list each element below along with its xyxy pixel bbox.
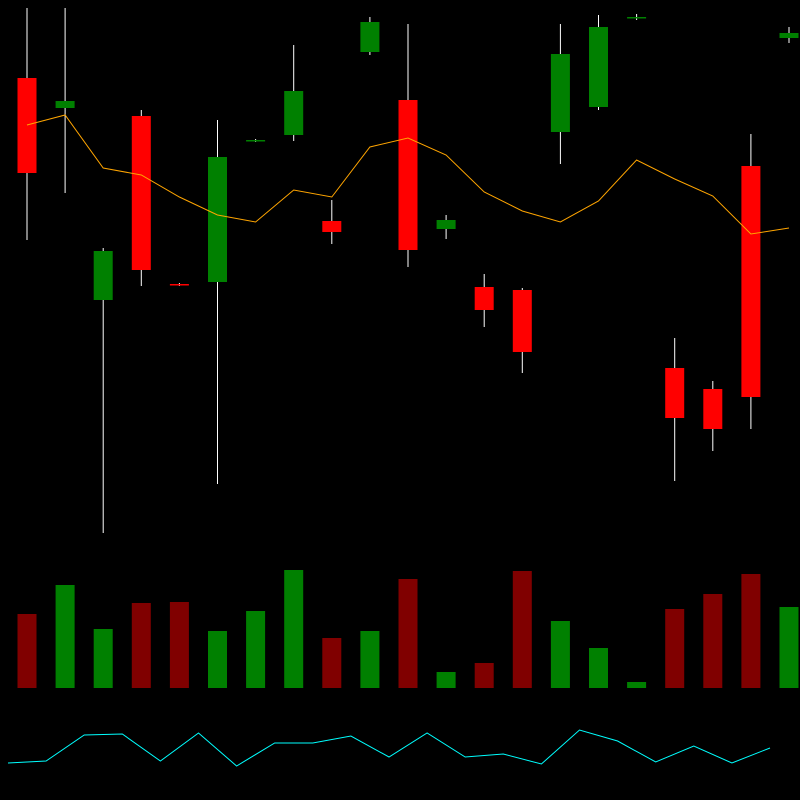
candle-body bbox=[627, 17, 647, 19]
volume-bar bbox=[512, 571, 532, 688]
volume-bar bbox=[589, 648, 608, 688]
candle-body bbox=[169, 284, 189, 286]
volume-bar bbox=[436, 672, 456, 688]
volume-bar bbox=[208, 631, 227, 688]
volume-bar bbox=[93, 629, 113, 688]
candle-body bbox=[284, 91, 304, 135]
volume-bar bbox=[322, 638, 342, 688]
price-panel bbox=[17, 8, 799, 533]
volume-panel bbox=[17, 570, 799, 688]
candle-body bbox=[741, 166, 761, 397]
volume-bar bbox=[17, 614, 37, 688]
candle-body bbox=[436, 220, 456, 229]
moving-average-line bbox=[26, 114, 790, 235]
candle-body bbox=[208, 157, 227, 282]
candle-body bbox=[512, 290, 532, 352]
candle-body bbox=[665, 368, 685, 418]
volume-bar bbox=[741, 574, 761, 688]
volume-bar bbox=[779, 607, 799, 688]
volume-bar bbox=[474, 663, 494, 688]
candle-body bbox=[589, 27, 608, 107]
volume-bar bbox=[131, 603, 151, 688]
volume-bar bbox=[703, 594, 723, 688]
candle-body bbox=[474, 287, 494, 310]
candle-body bbox=[246, 140, 266, 142]
volume-bar bbox=[55, 585, 75, 688]
candle-body bbox=[93, 251, 113, 300]
candle-body bbox=[55, 101, 75, 108]
candle-body bbox=[17, 78, 37, 173]
indicator-line bbox=[7, 729, 771, 767]
candle-body bbox=[322, 221, 342, 232]
candle-body bbox=[131, 116, 151, 270]
volume-bar bbox=[398, 579, 418, 688]
volume-bar bbox=[246, 611, 266, 688]
candle-body bbox=[398, 100, 418, 250]
candle-body bbox=[360, 22, 380, 52]
candle-body bbox=[550, 54, 570, 132]
volume-bar bbox=[169, 602, 189, 688]
candle-body bbox=[703, 389, 723, 429]
volume-bar bbox=[550, 621, 570, 688]
candle-body bbox=[779, 33, 799, 38]
volume-bar bbox=[360, 631, 380, 688]
volume-bar bbox=[665, 609, 685, 688]
volume-bar bbox=[627, 682, 647, 688]
volume-bar bbox=[284, 570, 304, 688]
